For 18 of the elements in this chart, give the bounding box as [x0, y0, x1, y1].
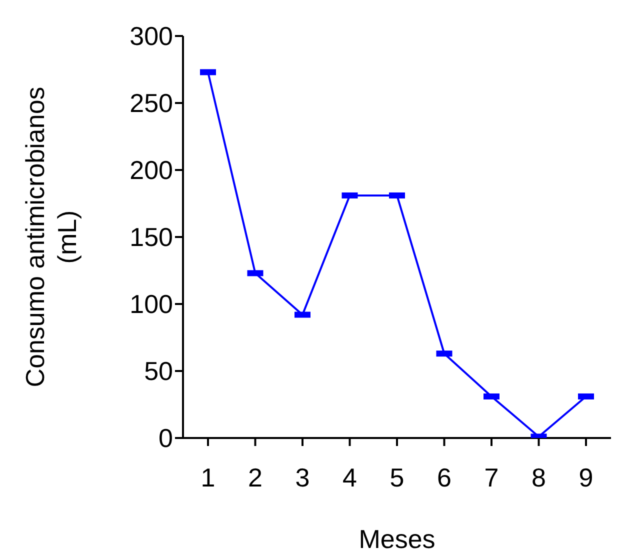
- y-tick-label: 0: [158, 423, 173, 454]
- y-tick-label: 150: [130, 222, 173, 252]
- y-tick-label: 300: [130, 21, 173, 52]
- x-tick-label: 9: [578, 462, 594, 492]
- y-tick-label: 100: [130, 289, 173, 320]
- y-tick-label: 50: [144, 356, 173, 386]
- x-tick-label: 7: [484, 462, 499, 492]
- y-tick-label: 250: [130, 88, 173, 118]
- x-axis-title: Meses: [358, 524, 436, 554]
- y-tick-label: 200: [130, 155, 173, 186]
- x-tick-label: 4: [342, 462, 357, 492]
- x-tick-label: 8: [532, 462, 546, 492]
- x-tick-label: 2: [248, 462, 262, 492]
- x-tick-label: 5: [390, 462, 404, 492]
- x-tick-label: 6: [437, 462, 452, 492]
- y-axis-title: Consumo antimicrobianos (mL): [20, 86, 82, 388]
- x-tick-label: 1: [200, 462, 216, 492]
- x-tick-label: 3: [295, 462, 310, 492]
